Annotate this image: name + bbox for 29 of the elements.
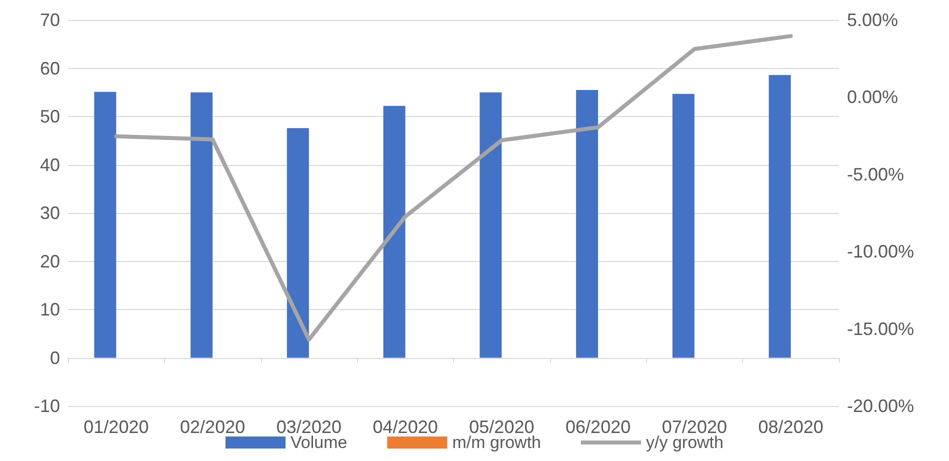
y-tick-label: 30 <box>40 203 60 223</box>
bar <box>672 94 694 358</box>
bar <box>480 92 502 358</box>
y-tick-label: 40 <box>40 154 60 175</box>
x-tick-label: 01/2020 <box>84 417 149 437</box>
y-tick-label: 10 <box>40 300 60 320</box>
y2-tick-label: -15.00% <box>847 318 914 339</box>
y2-tick-label: 5.00% <box>847 10 898 30</box>
y-tick-label: 0 <box>50 348 60 368</box>
bar <box>190 92 213 358</box>
bar <box>768 75 791 358</box>
bar <box>286 128 309 358</box>
y-tick-label: 20 <box>40 251 60 272</box>
line-series <box>114 34 793 342</box>
x-tick-label: 08/2020 <box>758 417 824 437</box>
y2-tick-label: -5.00% <box>847 164 904 184</box>
x-tick-label: 04/2020 <box>372 417 438 437</box>
y2-tick-label: 0.00% <box>847 87 898 108</box>
y-tick-label: -10 <box>34 396 60 416</box>
y-tick-label: 70 <box>40 10 60 30</box>
y-tick-label: 60 <box>40 58 60 78</box>
y-tick-label: 50 <box>40 106 60 126</box>
bar <box>383 106 406 358</box>
y2-tick-label: -20.00% <box>847 396 914 416</box>
bar <box>94 92 116 358</box>
bar <box>576 90 598 358</box>
x-tick-label: 02/2020 <box>180 417 246 437</box>
y2-tick-label: -10.00% <box>847 242 914 262</box>
x-tick-label: 06/2020 <box>566 417 631 437</box>
